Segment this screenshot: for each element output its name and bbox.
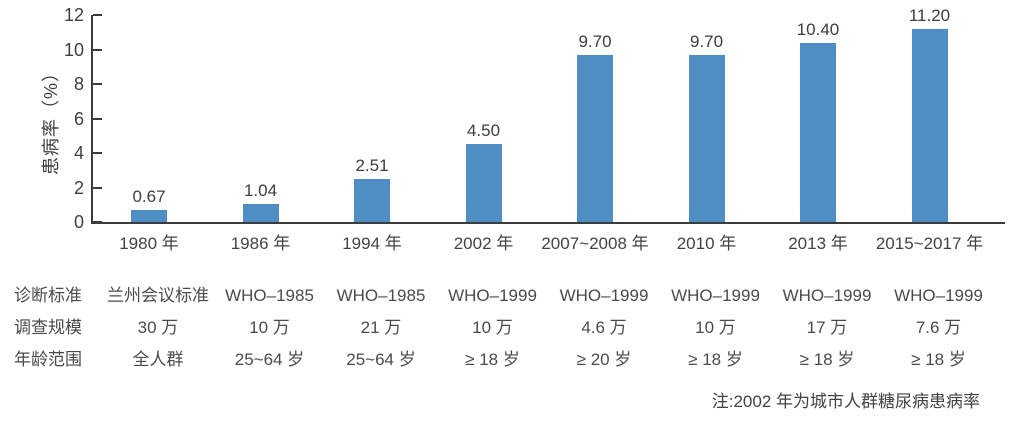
y-axis-tick-label: 10 [63, 39, 84, 60]
table-cell: 兰州会议标准 [107, 286, 209, 305]
table-cell: 10 万 [695, 318, 736, 337]
bar-value-label: 2.51 [355, 155, 389, 175]
table-cell: 10 万 [249, 318, 290, 337]
bar-value-label: 10.40 [796, 19, 840, 39]
x-axis-tick-label: 2007~2008 年 [541, 234, 649, 253]
x-axis-tick-label: 2015~2017 年 [875, 234, 984, 253]
table-cell: WHO–1985 [336, 286, 426, 305]
bar [577, 54, 613, 222]
y-axis-tick-label: 8 [73, 74, 84, 94]
table-cell: 17 万 [806, 318, 848, 337]
bar [242, 204, 279, 222]
table-cell: ≥ 18 岁 [911, 350, 966, 369]
bar-value-label: 4.50 [466, 121, 501, 141]
bar [800, 42, 836, 222]
table-cell: 4.6 万 [581, 318, 627, 337]
table-cell: WHO–1999 [448, 286, 537, 305]
bar [131, 210, 167, 222]
y-axis-tick-label: 12 [63, 5, 84, 25]
y-axis-tick-label: 6 [73, 108, 84, 129]
table-cell: ≥ 18 岁 [465, 350, 520, 369]
bar [354, 178, 390, 222]
table-cell: WHO–1985 [225, 286, 314, 305]
table-row-header: 诊断标准 [14, 286, 82, 305]
y-axis-tick [93, 117, 102, 120]
y-axis-tick-label: 0 [73, 212, 84, 232]
bar [911, 28, 948, 222]
bar-value-label: 0.67 [132, 187, 166, 207]
table-cell: WHO–1999 [894, 286, 983, 305]
y-axis-tick [93, 48, 102, 51]
x-axis-tick-label: 1980 年 [119, 234, 179, 253]
table-cell: 25~64 岁 [346, 350, 416, 369]
table-cell: WHO–1999 [559, 286, 649, 305]
table-cell: 25~64 岁 [234, 350, 305, 369]
y-axis-tick-label: 2 [73, 177, 84, 198]
y-axis-tick [93, 186, 102, 189]
table-cell: 7.6 万 [915, 318, 962, 337]
table-cell: WHO–1999 [782, 286, 872, 305]
table-cell: 21 万 [360, 318, 402, 337]
x-axis-tick-label: 2010 年 [676, 234, 737, 253]
table-cell: ≥ 20 岁 [576, 350, 632, 369]
table-cell: WHO–1999 [671, 286, 760, 305]
table-row-header: 年龄范围 [14, 350, 82, 369]
table-cell: 10 万 [472, 318, 513, 337]
bar-value-label: 1.04 [243, 181, 278, 201]
y-axis-line [91, 15, 93, 224]
table-cell: ≥ 18 岁 [799, 350, 855, 369]
table-cell: ≥ 18 岁 [688, 350, 743, 369]
x-axis-tick-label: 2013 年 [788, 234, 848, 253]
bar [465, 144, 502, 222]
x-axis-tick-label: 2002 年 [453, 234, 514, 253]
x-axis-tick-label: 1994 年 [342, 234, 402, 253]
bar [688, 54, 725, 222]
y-axis-tick [93, 83, 102, 85]
table-cell: 全人群 [132, 350, 184, 369]
bar-value-label: 9.70 [578, 31, 612, 51]
y-axis-tick [93, 14, 102, 16]
y-axis-tick [93, 152, 102, 154]
y-axis-tick [93, 221, 102, 223]
y-axis-tick-label: 4 [73, 143, 84, 163]
x-axis-line [91, 222, 1005, 224]
table-cell: 30 万 [137, 318, 179, 337]
table-row-header: 调查规模 [14, 318, 82, 337]
bar-value-label: 11.20 [908, 5, 951, 25]
x-axis-tick-label: 1986 年 [230, 234, 291, 253]
footnote: 注:2002 年为城市人群糖尿病患病率 [711, 392, 980, 411]
bar-value-label: 9.70 [689, 31, 724, 51]
